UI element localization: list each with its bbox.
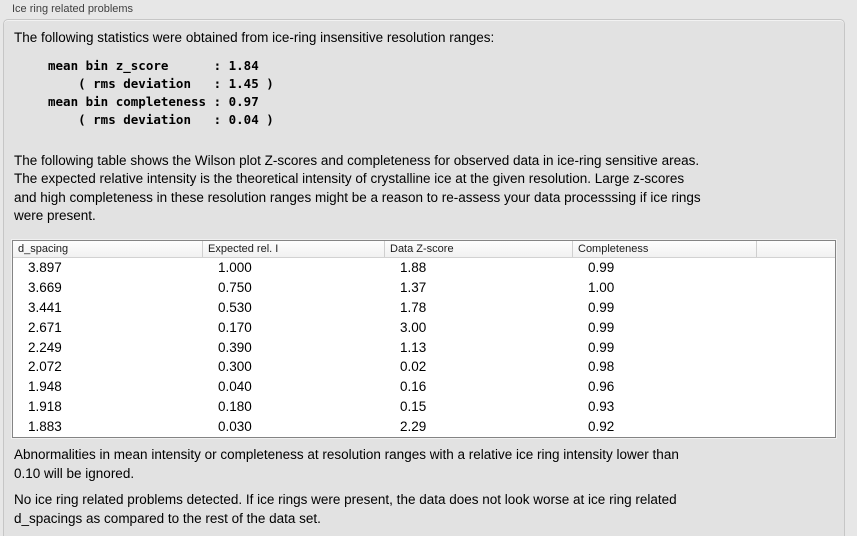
table-row[interactable]: 3.441 0.530 1.78 0.99: [13, 298, 835, 318]
cell-completeness: 0.98: [588, 359, 615, 375]
ice-ring-table: d_spacing Expected rel. I Data Z-score C…: [12, 240, 836, 438]
cell-data-z-score: 0.16: [400, 379, 427, 395]
cell-expected-rel-i: 0.390: [218, 339, 252, 355]
cell-data-z-score: 2.29: [400, 419, 427, 435]
cell-expected-rel-i: 0.170: [218, 319, 252, 335]
cell-expected-rel-i: 0.180: [218, 399, 252, 415]
cell-empty: [757, 417, 835, 437]
cell-data-z-score: 1.78: [400, 299, 427, 315]
cell-completeness: 0.92: [588, 419, 615, 435]
column-header-data-z-score[interactable]: Data Z-score: [385, 241, 573, 257]
result-text: No ice ring related problems detected. I…: [14, 492, 677, 526]
cell-expected-rel-i: 0.300: [218, 359, 252, 375]
cell-d-spacing: 2.671: [28, 319, 62, 335]
cell-data-z-score: 0.15: [400, 399, 427, 415]
column-header-empty: [757, 241, 835, 257]
ignore-note-text: Abnormalities in mean intensity or compl…: [14, 447, 679, 481]
stats-block: mean bin z_score : 1.84 ( rms deviation …: [48, 58, 274, 127]
group-box-title: Ice ring related problems: [12, 3, 134, 15]
cell-data-z-score: 1.88: [400, 260, 427, 275]
cell-data-z-score: 1.13: [400, 339, 427, 355]
cell-d-spacing: 3.441: [28, 299, 62, 315]
intro-text: The following statistics were obtained f…: [14, 30, 495, 45]
cell-data-z-score: 1.37: [400, 279, 427, 295]
table-header-row: d_spacing Expected rel. I Data Z-score C…: [13, 241, 835, 258]
cell-data-z-score: 3.00: [400, 319, 427, 335]
cell-expected-rel-i: 1.000: [218, 260, 252, 275]
column-header-completeness[interactable]: Completeness: [573, 241, 757, 257]
column-header-d-spacing[interactable]: d_spacing: [13, 241, 203, 257]
cell-d-spacing: 3.897: [28, 260, 62, 275]
cell-completeness: 0.96: [588, 379, 615, 395]
cell-completeness: 1.00: [588, 279, 615, 295]
cell-completeness: 0.99: [588, 319, 615, 335]
table-row[interactable]: 1.918 0.180 0.15 0.93: [13, 397, 835, 417]
cell-empty: [757, 397, 835, 417]
cell-empty: [757, 298, 835, 318]
cell-completeness: 0.93: [588, 399, 615, 415]
cell-d-spacing: 2.072: [28, 359, 62, 375]
table-row[interactable]: 2.072 0.300 0.02 0.98: [13, 357, 835, 377]
table-row[interactable]: 3.897 1.000 1.88 0.99: [13, 258, 835, 278]
cell-empty: [757, 338, 835, 358]
cell-d-spacing: 1.948: [28, 379, 62, 395]
cell-empty: [757, 318, 835, 338]
cell-d-spacing: 3.669: [28, 279, 62, 295]
cell-completeness: 0.99: [588, 339, 615, 355]
cell-expected-rel-i: 0.750: [218, 279, 252, 295]
cell-expected-rel-i: 0.530: [218, 299, 252, 315]
cell-completeness: 0.99: [588, 260, 615, 275]
cell-expected-rel-i: 0.040: [218, 379, 252, 395]
description-text: The following table shows the Wilson plo…: [14, 153, 701, 224]
cell-empty: [757, 278, 835, 298]
cell-empty: [757, 258, 835, 278]
cell-empty: [757, 377, 835, 397]
table-row[interactable]: 2.671 0.170 3.00 0.99: [13, 318, 835, 338]
column-header-expected-rel-i[interactable]: Expected rel. I: [203, 241, 385, 257]
cell-empty: [757, 357, 835, 377]
cell-d-spacing: 1.918: [28, 399, 62, 415]
cell-completeness: 0.99: [588, 299, 615, 315]
table-row[interactable]: 1.948 0.040 0.16 0.96: [13, 377, 835, 397]
table-row[interactable]: 1.883 0.030 2.29 0.92: [13, 417, 835, 437]
cell-d-spacing: 1.883: [28, 419, 62, 435]
cell-expected-rel-i: 0.030: [218, 419, 252, 435]
table-row[interactable]: 2.249 0.390 1.13 0.99: [13, 338, 835, 358]
cell-d-spacing: 2.249: [28, 339, 62, 355]
table-row[interactable]: 3.669 0.750 1.37 1.00: [13, 278, 835, 298]
cell-data-z-score: 0.02: [400, 359, 427, 375]
